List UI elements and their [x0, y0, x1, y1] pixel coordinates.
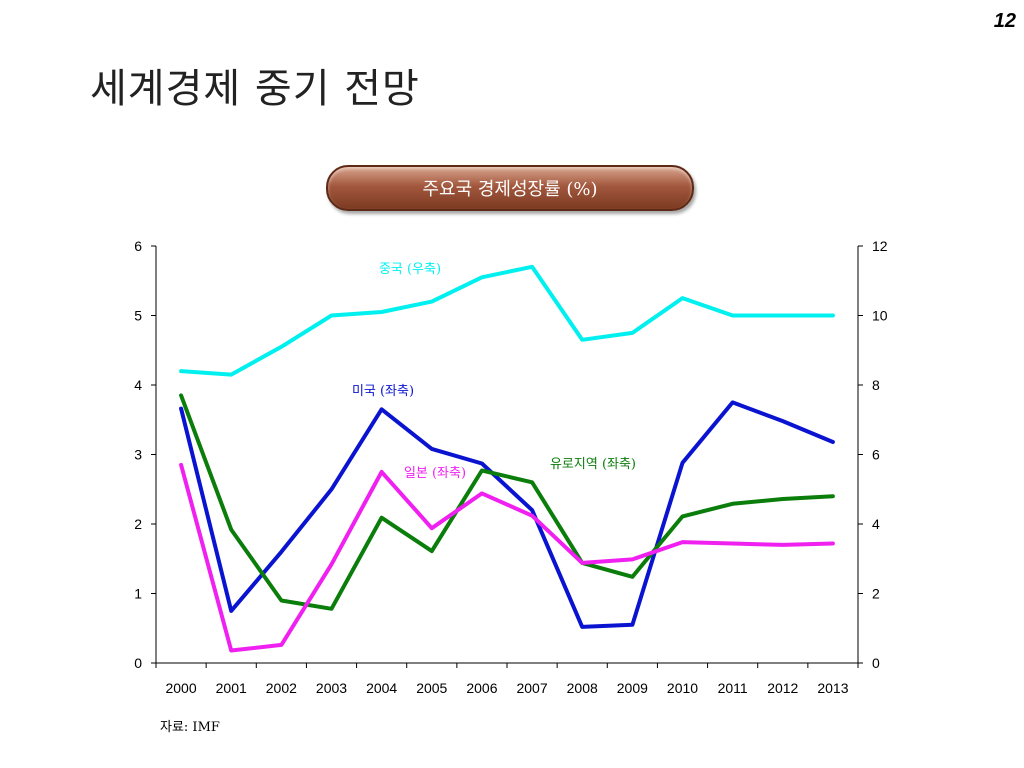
x-tick-label: 2004 [366, 680, 397, 696]
right-tick-label: 10 [872, 308, 888, 324]
x-tick-label: 2011 [718, 680, 748, 696]
x-tick-label: 2003 [316, 680, 347, 696]
chart-series-labels: 중국 (우축) 미국 (좌축) 유로지역 (좌축) 일본 (좌축) [352, 262, 636, 481]
x-tick-label: 2005 [416, 680, 447, 696]
series-line [179, 462, 835, 653]
left-tick-label: 4 [134, 377, 142, 393]
series-label: 미국 (좌축) [352, 384, 414, 399]
x-tick-label: 2012 [767, 680, 798, 696]
right-tick-label: 6 [872, 447, 880, 463]
right-tick-label: 8 [872, 377, 880, 393]
right-tick-label: 0 [872, 655, 880, 671]
series-line [179, 400, 835, 629]
source-note: 자료: IMF [160, 720, 220, 735]
x-tick-label: 2001 [216, 680, 247, 696]
chart-series [179, 264, 835, 653]
page-title: 세계경제 중기 전망 [90, 66, 420, 112]
left-tick-label: 6 [134, 238, 142, 254]
series-line [179, 264, 835, 377]
x-tick-label: 2009 [617, 680, 648, 696]
x-tick-label: 2000 [165, 680, 196, 696]
x-tick-label: 2013 [817, 680, 848, 696]
series-line [179, 393, 835, 611]
chart-title-banner: 주요국 경제성장률 (%) [326, 165, 694, 211]
x-tick-label: 2008 [567, 680, 598, 696]
right-tick-label: 12 [872, 238, 888, 254]
right-tick-label: 4 [872, 516, 880, 532]
right-tick-label: 2 [872, 586, 880, 602]
x-tick-label: 2007 [516, 680, 547, 696]
left-tick-label: 2 [134, 516, 142, 532]
x-tick-label: 2010 [667, 680, 698, 696]
x-tick-label: 2006 [466, 680, 497, 696]
left-tick-label: 0 [134, 655, 142, 671]
left-tick-label: 1 [134, 586, 142, 602]
page-number: 12 [993, 10, 1016, 32]
x-tick-label: 2002 [266, 680, 297, 696]
series-label: 중국 (우축) [379, 262, 441, 277]
left-tick-label: 5 [134, 308, 142, 324]
series-label: 일본 (좌축) [404, 466, 466, 481]
left-tick-label: 3 [134, 447, 142, 463]
series-label: 유로지역 (좌축) [550, 457, 636, 472]
